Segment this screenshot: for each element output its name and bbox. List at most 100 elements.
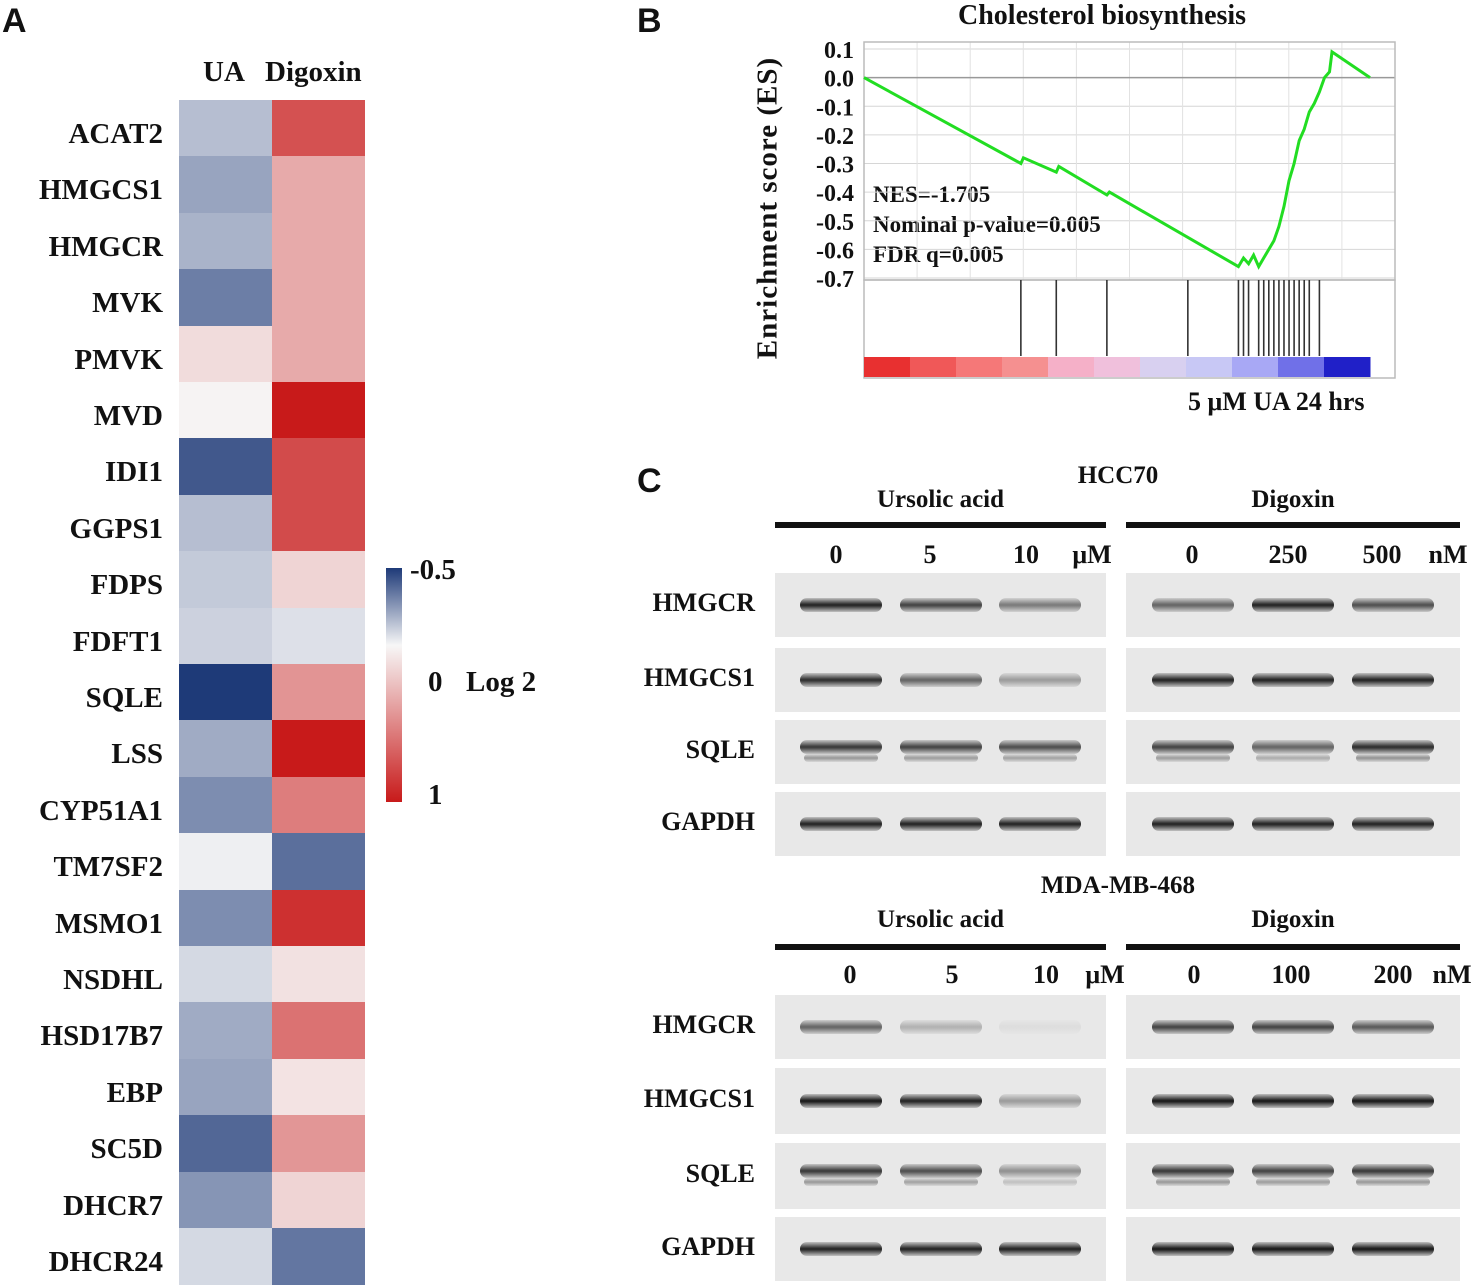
gsea-ytick-label: -0.3 <box>816 153 854 179</box>
heatmap-cell-digoxin <box>272 1058 365 1116</box>
colorbar-bottom-label: 1 <box>428 779 443 811</box>
protein-band <box>1252 740 1334 754</box>
protein-band <box>1252 1164 1334 1178</box>
gene-label: SC5D <box>90 1133 163 1166</box>
heatmap <box>179 100 365 1285</box>
protein-band-lower <box>903 1178 978 1186</box>
gene-label: DHCR24 <box>48 1246 163 1278</box>
heatmap-cell-ua <box>179 1171 272 1229</box>
protein-band-lower <box>903 754 978 762</box>
protein-band <box>998 740 1081 754</box>
protein-band <box>800 1164 883 1178</box>
heatmap-row-labels: ACAT2 HMGCS1 HMGCR MVK PMVK MVD IDI1 GGPS1 FDPS F… <box>0 0 165 1285</box>
protein-band <box>1352 740 1435 754</box>
gsea-ytick-label: -0.1 <box>816 95 854 121</box>
gsea-rank-segment <box>1278 357 1325 377</box>
heatmap-cell-digoxin <box>272 607 365 665</box>
protein-band-lower <box>1356 754 1431 762</box>
dose-label: 0 <box>1185 540 1199 569</box>
protein-band <box>998 1020 1081 1034</box>
protein-band <box>1352 1094 1435 1108</box>
heatmap-cell-digoxin <box>272 1115 365 1173</box>
gene-label: GGPS1 <box>69 512 163 545</box>
gene-label: SQLE <box>85 682 163 714</box>
protein-band <box>1151 817 1234 831</box>
protein-label: HMGCR <box>652 588 755 617</box>
protein-band <box>998 817 1081 831</box>
treatment-group-bar <box>775 944 1106 950</box>
dose-label: 0 <box>829 540 843 569</box>
dose-label: 100 <box>1271 960 1311 989</box>
gsea-rank-segment <box>1094 357 1141 377</box>
protein-band <box>1151 740 1234 754</box>
panel-a-label: A <box>2 2 27 40</box>
heatmap-cell-digoxin <box>272 156 365 214</box>
gene-label: MVD <box>93 400 163 432</box>
protein-band <box>1252 1094 1334 1108</box>
protein-band-lower <box>1356 1178 1431 1186</box>
heatmap-cell-ua <box>179 1002 272 1060</box>
protein-label: SQLE <box>685 735 755 764</box>
gsea-ytick-label: 0.0 <box>824 67 854 93</box>
heatmap-cell-digoxin <box>272 1002 365 1060</box>
dose-label: 250 <box>1268 540 1308 569</box>
gsea-ytick-label: -0.6 <box>816 238 854 264</box>
dose-label: 0 <box>1187 960 1201 989</box>
heatmap-cell-ua <box>179 100 272 157</box>
gene-label: EBP <box>106 1076 163 1109</box>
gene-label: MSMO1 <box>55 907 163 940</box>
protein-band-lower <box>804 1178 879 1186</box>
gene-label: ACAT2 <box>68 118 163 150</box>
gene-label: IDI1 <box>104 456 163 489</box>
gsea-pvalue: Nominal p-value=0.005 <box>873 212 1101 237</box>
protein-band <box>1352 1020 1435 1034</box>
heatmap-cell-ua <box>179 1058 272 1116</box>
protein-band-lower <box>1256 1178 1330 1186</box>
protein-label: GAPDH <box>661 1232 755 1261</box>
protein-band-lower <box>1002 754 1077 762</box>
protein-band <box>1252 1020 1334 1034</box>
heatmap-cell-ua <box>179 382 272 439</box>
heatmap-cell-digoxin <box>272 664 365 721</box>
treatment-group-bar <box>775 522 1106 528</box>
heatmap-cell-ua <box>179 664 272 721</box>
gsea-rank-segment <box>1232 357 1279 377</box>
protein-band <box>1252 817 1334 831</box>
heatmap-cell-digoxin <box>272 1171 365 1229</box>
protein-band <box>899 1164 982 1178</box>
gsea-rank-segment <box>910 357 957 377</box>
heatmap-cell-digoxin <box>272 946 365 1003</box>
protein-band-lower <box>1002 1178 1077 1186</box>
protein-band <box>800 598 883 612</box>
gsea-ytick-label: -0.2 <box>816 124 854 150</box>
protein-label: SQLE <box>685 1159 755 1188</box>
colorbar-top-label: -0.5 <box>410 554 456 586</box>
dose-label: 5 <box>945 960 959 989</box>
dose-unit: μM <box>1072 540 1112 569</box>
protein-band <box>1151 1020 1234 1034</box>
protein-band <box>998 1094 1081 1108</box>
protein-label: HMGCS1 <box>643 1084 755 1113</box>
dose-label: 200 <box>1373 960 1413 989</box>
heatmap-cell-digoxin <box>272 438 365 496</box>
dose-label: 10 <box>1013 540 1039 569</box>
treatment-group-bar <box>1126 522 1460 528</box>
protein-band <box>1151 598 1234 612</box>
protein-band <box>1352 1164 1435 1178</box>
heatmap-cell-digoxin <box>272 833 365 891</box>
protein-band-lower <box>1155 754 1230 762</box>
treatment-group-label: Ursolic acid <box>876 906 1005 933</box>
protein-band <box>899 1242 982 1256</box>
heatmap-cell-digoxin <box>272 551 365 609</box>
dose-label: 500 <box>1362 540 1402 569</box>
cell-line-title: MDA-MB-468 <box>1040 872 1196 899</box>
gene-label: CYP51A1 <box>38 794 163 827</box>
heatmap-column-ua: UA <box>203 56 245 88</box>
heatmap-cell-digoxin <box>272 1228 365 1285</box>
heatmap-cell-digoxin <box>272 720 365 778</box>
gene-label: LSS <box>111 738 163 771</box>
heatmap-cell-digoxin <box>272 382 365 439</box>
heatmap-cell-ua <box>179 1228 272 1285</box>
heatmap-cell-digoxin <box>272 889 365 947</box>
